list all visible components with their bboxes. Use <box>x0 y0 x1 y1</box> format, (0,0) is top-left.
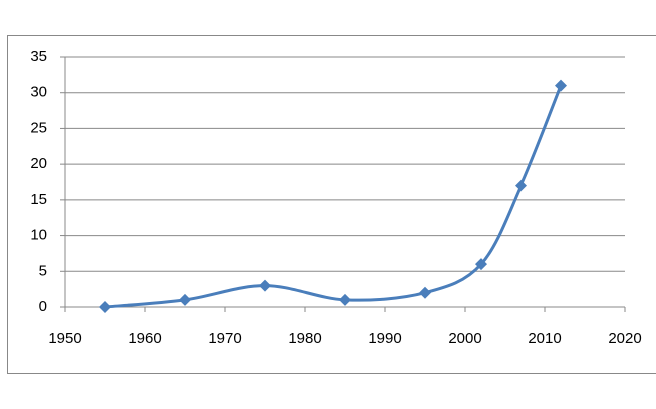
y-tick-label: 20 <box>30 155 47 172</box>
y-tick-label: 10 <box>30 227 47 244</box>
y-tick-label: 5 <box>39 262 47 279</box>
marker <box>259 279 271 292</box>
y-tick-label: 35 <box>30 48 47 65</box>
y-tick-label: 30 <box>30 84 47 101</box>
x-tick-label: 2020 <box>608 330 641 347</box>
x-tick-label: 1950 <box>48 330 81 347</box>
x-tick-label: 1990 <box>368 330 401 347</box>
x-tick-label: 2000 <box>448 330 481 347</box>
x-tick-label: 2010 <box>528 330 561 347</box>
marker <box>99 301 111 313</box>
y-tick-label: 15 <box>30 191 47 208</box>
marker <box>555 79 567 92</box>
marker <box>179 293 191 306</box>
y-tick-label: 0 <box>39 298 47 315</box>
y-tick-label: 25 <box>30 119 47 136</box>
chart-frame <box>7 35 656 374</box>
marker <box>475 258 487 271</box>
marker <box>339 293 351 306</box>
marker <box>419 286 431 299</box>
x-tick-label: 1980 <box>288 330 321 347</box>
marker <box>515 179 527 192</box>
x-tick-label: 1970 <box>208 330 241 347</box>
series-line <box>104 85 563 309</box>
x-tick-label: 1960 <box>128 330 161 347</box>
